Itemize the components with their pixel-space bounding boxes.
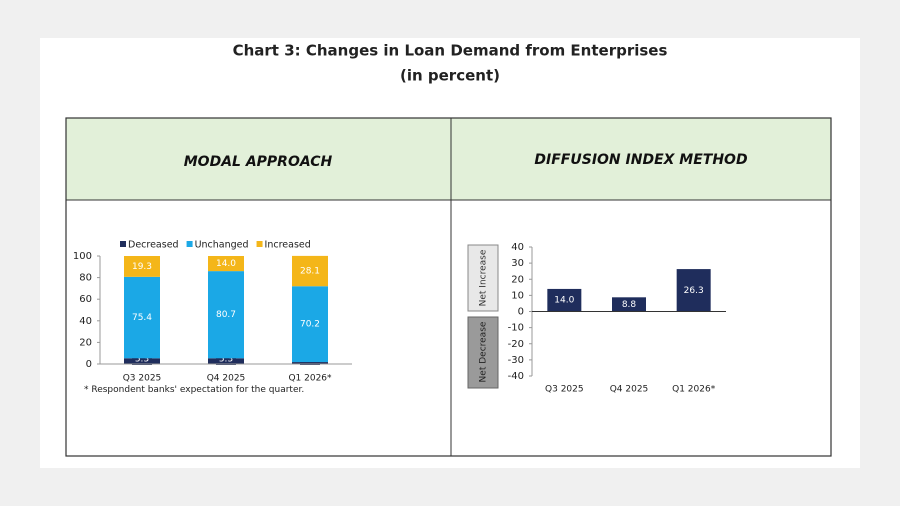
y-tick-label: 60: [79, 294, 92, 305]
y-tick-label: 40: [79, 316, 92, 327]
header-row: [66, 118, 831, 200]
y-tick-label: 10: [511, 290, 524, 301]
panel-title: MODAL APPROACH: [184, 154, 333, 170]
legend-label: Increased: [265, 240, 311, 251]
page-title: Chart 3: Changes in Loan Demand from Ent…: [233, 42, 668, 60]
value-label: 28.1: [300, 267, 320, 277]
card: [40, 38, 860, 468]
net-decrease-label: Net Decrease: [479, 321, 489, 382]
x-tick-label: Q1 2026*: [288, 374, 332, 384]
panel-title: DIFFUSION INDEX METHOD: [534, 152, 747, 168]
y-tick-label: 100: [73, 251, 92, 262]
x-tick-label: Q1 2026*: [672, 385, 716, 395]
x-tick-label: Q3 2025: [123, 374, 162, 384]
y-tick-label: 0: [518, 307, 524, 318]
bar-segment: [208, 271, 244, 359]
value-label: 80.7: [216, 310, 236, 320]
net-decrease-box: [467, 316, 499, 389]
bar: [676, 269, 711, 312]
value-label: 26.3: [684, 286, 704, 296]
y-tick-label: -30: [508, 355, 524, 366]
y-tick-label: 20: [79, 337, 92, 348]
net-increase-box: [467, 244, 499, 312]
bar-segment: [292, 286, 328, 363]
footnote: * Respondent banks' expectation for the …: [84, 385, 305, 395]
x-tick-label: Q4 2025: [207, 374, 246, 384]
bar: [612, 297, 646, 312]
bar: [547, 288, 582, 312]
x-tick-label: Q4 2025: [610, 385, 649, 395]
y-tick-label: -40: [508, 371, 524, 382]
table-border: [65, 117, 832, 457]
bar-segment: [124, 276, 160, 359]
value-label: 14.0: [216, 259, 236, 269]
net-increase-label: Net Increase: [479, 249, 489, 306]
value-label: 70.2: [300, 320, 320, 330]
y-tick-label: 20: [511, 274, 524, 285]
value-label: 14.0: [554, 296, 574, 306]
x-tick-label: Q3 2025: [545, 385, 584, 395]
y-tick-label: 0: [86, 359, 92, 370]
value-label: 5.3: [135, 355, 149, 365]
bar-segment: [292, 255, 328, 287]
legend-swatch: [256, 241, 263, 247]
y-tick-label: -10: [508, 323, 524, 334]
legend-swatch: [186, 241, 193, 247]
value-label: 8.8: [622, 300, 637, 310]
bar-segment: [124, 256, 160, 277]
y-tick-label: -20: [508, 339, 524, 350]
legend-label: Unchanged: [195, 240, 249, 251]
y-tick-label: 40: [511, 242, 524, 253]
value-label: 5.3: [219, 355, 233, 365]
page-subtitle: (in percent): [400, 67, 500, 85]
bar-segment: [208, 256, 244, 272]
legend-swatch: [120, 241, 126, 247]
value-label: 19.3: [132, 262, 152, 272]
legend-label: Decreased: [128, 240, 179, 251]
y-tick-label: 80: [79, 273, 92, 284]
y-tick-label: 30: [511, 258, 524, 269]
value-label: 75.4: [132, 313, 152, 323]
